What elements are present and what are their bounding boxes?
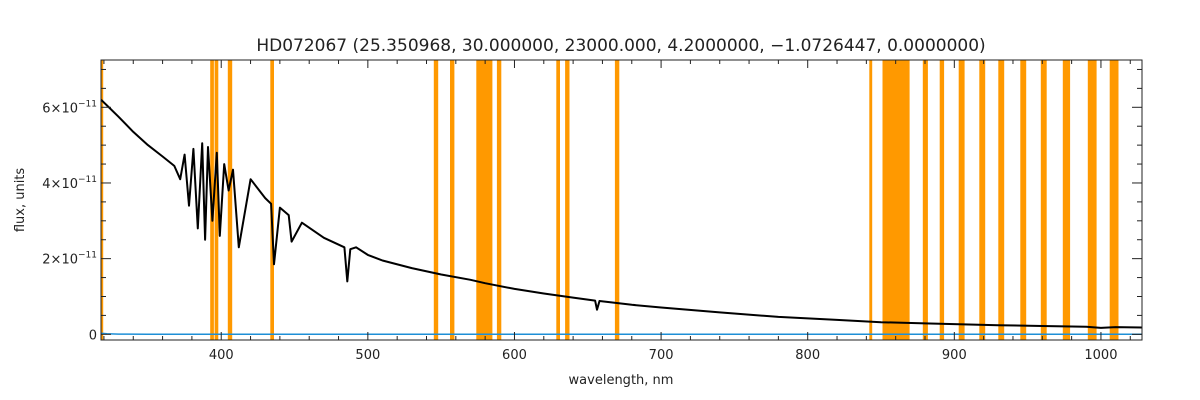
error-line — [100, 332, 1142, 335]
x-tick-label-700: 700 — [649, 348, 674, 363]
masked-band-2 — [214, 60, 219, 340]
x-tick-label-600: 600 — [502, 348, 527, 363]
chart-title: HD072067 (25.350968, 30.000000, 23000.00… — [256, 36, 985, 56]
y-tick-label: 6×10−11 — [42, 99, 97, 116]
masked-band-4 — [270, 60, 274, 340]
masked-band-19 — [1020, 60, 1027, 340]
y-axis-label: flux, units — [13, 168, 28, 233]
masked-band-18 — [998, 60, 1005, 340]
masked-band-7 — [476, 60, 493, 340]
x-axis: 400 500 600 700 800 900 1000 — [103, 60, 1131, 363]
masked-band-22 — [1087, 60, 1097, 340]
y-tick-label: 0 — [89, 328, 97, 343]
masked-band-0 — [101, 60, 104, 340]
masked-band-23 — [1109, 60, 1119, 340]
x-tick-label-1000: 1000 — [1084, 348, 1117, 363]
x-tick-label-900: 900 — [942, 348, 967, 363]
masked-band-14 — [922, 60, 928, 340]
masked-bands — [101, 60, 1119, 340]
masked-band-12 — [869, 60, 873, 340]
masked-band-13 — [882, 60, 910, 340]
plot-frame — [100, 59, 1143, 341]
masked-band-8 — [496, 60, 502, 340]
x-tick-label-800: 800 — [795, 348, 820, 363]
masked-band-9 — [556, 60, 560, 340]
y-tick-label: 2×10−11 — [42, 251, 97, 268]
masked-band-11 — [614, 60, 620, 340]
masked-band-15 — [939, 60, 945, 340]
masked-band-21 — [1062, 60, 1071, 340]
x-tick-label-500: 500 — [355, 348, 380, 363]
masked-band-10 — [565, 60, 570, 340]
series-layer — [100, 98, 1143, 335]
masked-band-17 — [979, 60, 986, 340]
masked-band-16 — [958, 60, 965, 340]
x-tick-label-400: 400 — [209, 348, 234, 363]
masked-band-5 — [433, 60, 439, 340]
y-axis: 0 2×10−11 4×10−11 6×10−11 — [42, 68, 1142, 343]
y-tick-label: 4×10−11 — [42, 175, 97, 192]
masked-band-3 — [227, 60, 233, 340]
spectrum-line — [100, 98, 1143, 329]
x-axis-label: wavelength, nm — [569, 373, 674, 388]
masked-band-6 — [450, 60, 455, 340]
masked-band-20 — [1040, 60, 1047, 340]
